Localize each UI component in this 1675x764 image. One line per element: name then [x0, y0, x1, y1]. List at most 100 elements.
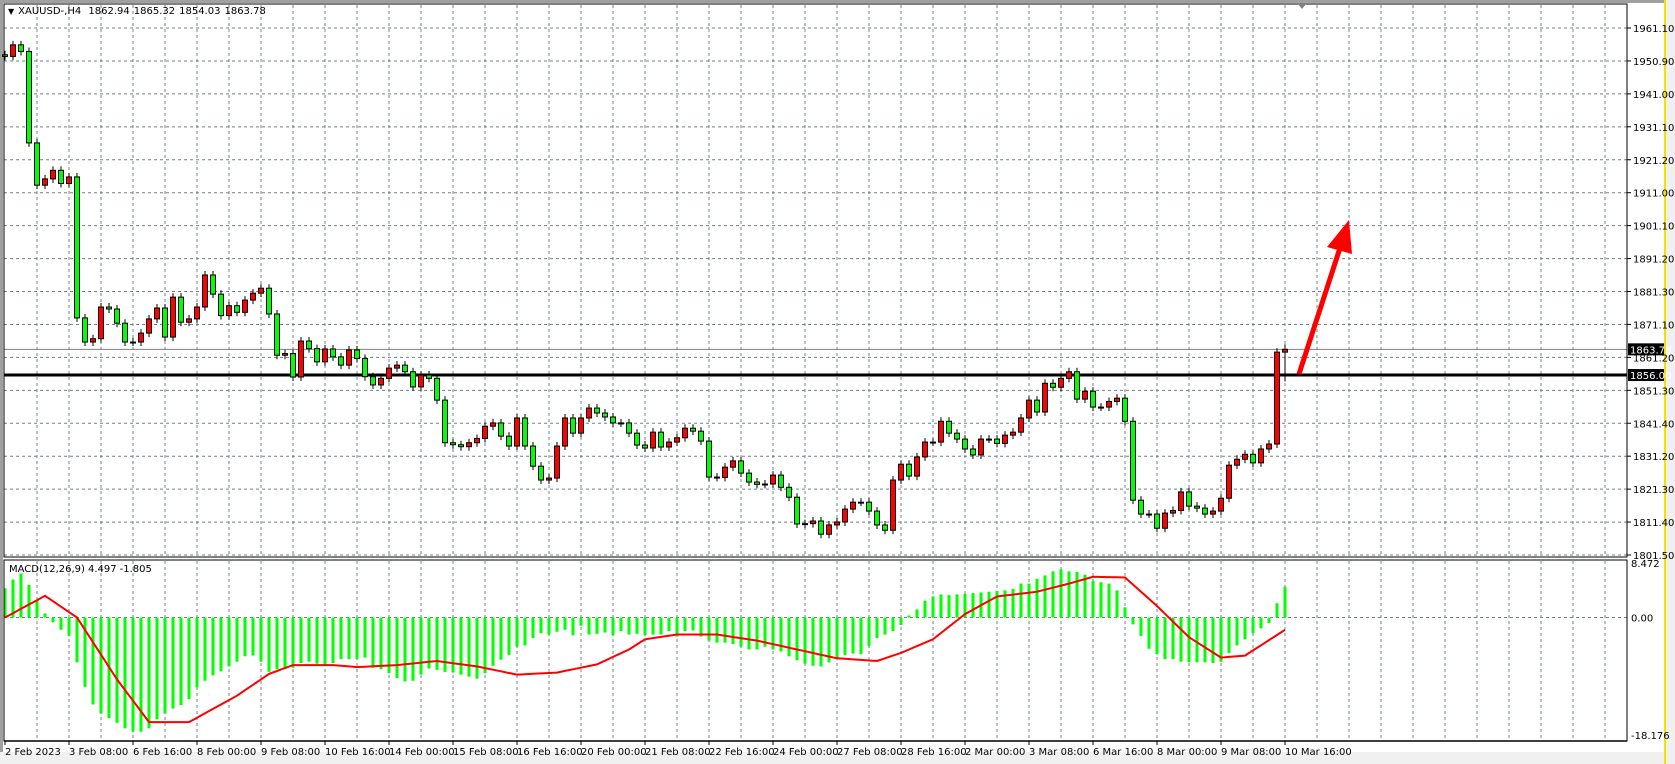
candle-bear — [690, 427, 696, 432]
macd-histogram-bar — [243, 617, 247, 657]
time-tick-label: 28 Feb 16:00 — [901, 747, 967, 758]
macd-histogram-bar — [867, 617, 871, 647]
candle-bull — [482, 425, 488, 439]
candle-bull — [50, 169, 56, 180]
candle-bull — [1162, 512, 1168, 529]
time-tick-label: 8 Feb 00:00 — [197, 747, 256, 758]
macd-histogram-bar — [507, 617, 511, 655]
time-tick-label: 10 Mar 16:00 — [1285, 747, 1352, 758]
macd-histogram-bar — [355, 617, 359, 659]
macd-tick-label: -18.176 — [1631, 731, 1670, 742]
candle-bull — [1282, 348, 1288, 353]
macd-histogram-bar — [659, 617, 663, 635]
macd-histogram-bar — [875, 617, 879, 638]
candle-bull — [546, 477, 552, 481]
macd-histogram-bar — [843, 617, 847, 655]
candle-bull — [1266, 443, 1272, 450]
candle-bull — [242, 299, 248, 313]
macd-histogram-bar — [579, 617, 583, 626]
macd-histogram-bar — [1051, 571, 1055, 618]
macd-histogram-bar — [907, 615, 911, 618]
macd-histogram-bar — [1235, 617, 1239, 646]
ohlc-low: 1854.03 — [179, 6, 221, 17]
candle-bear — [594, 407, 600, 414]
right-splitter[interactable] — [1664, 0, 1666, 764]
red-arrow-annotation[interactable] — [1296, 220, 1352, 375]
candle-bull — [250, 292, 256, 301]
price-tick-label: 1941.00 — [1633, 90, 1674, 101]
candle-bull — [850, 501, 856, 510]
window-right-area — [1666, 0, 1675, 764]
level-price-label-box — [1628, 369, 1664, 382]
price-tick-label: 1821.30 — [1633, 485, 1674, 496]
time-tick-label: 21 Feb 08:00 — [645, 747, 711, 758]
macd-histogram-bar — [131, 617, 135, 732]
candle-bull — [98, 306, 104, 340]
macd-histogram-bar — [347, 617, 351, 659]
macd-histogram-bar — [491, 617, 495, 666]
candle-bear — [754, 481, 760, 485]
dropdown-triangle-icon[interactable]: ▼ — [8, 7, 15, 16]
macd-histogram-bar — [851, 617, 855, 654]
macd-histogram-bar — [955, 594, 959, 618]
candle-bear — [426, 374, 432, 379]
candle-bear — [970, 448, 976, 456]
price-tick-label: 1891.20 — [1633, 255, 1674, 266]
time-tick-label: 24 Feb 00:00 — [773, 747, 839, 758]
macd-histogram-bar — [51, 617, 55, 623]
candle-bull — [1058, 377, 1064, 388]
candle-bear — [74, 176, 80, 319]
candle-bear — [1250, 453, 1256, 464]
candle-bear — [946, 420, 952, 434]
macd-histogram-bar — [779, 617, 783, 652]
candle-bull — [418, 374, 424, 388]
macd-histogram-bar — [323, 617, 327, 666]
price-tick-label: 1831.20 — [1633, 452, 1674, 463]
candle-bull — [578, 417, 584, 434]
candle-bear — [82, 317, 88, 343]
macd-histogram-bar — [731, 617, 735, 645]
candle-bull — [1218, 497, 1224, 512]
candle-bull — [490, 422, 496, 427]
macd-histogram-bar — [1107, 583, 1111, 618]
symbol-timeframe: XAUUSD-,H4 — [18, 6, 82, 17]
candle-bear — [218, 293, 224, 317]
macd-histogram-bar — [739, 617, 743, 647]
candle-bear — [602, 412, 608, 418]
macd-histogram-bar — [539, 617, 543, 634]
candle-bull — [1042, 382, 1048, 413]
macd-histogram-bar — [443, 617, 447, 672]
macd-histogram-bar — [43, 613, 47, 618]
candle-bear — [314, 348, 320, 363]
macd-histogram-bar — [891, 617, 895, 632]
macd-histogram-bar — [115, 617, 119, 723]
candle-bull — [1026, 399, 1032, 419]
macd-histogram-bar — [611, 617, 615, 636]
macd-histogram-bar — [219, 617, 223, 672]
price-axis[interactable]: 1961.10 1950.90 1941.00 1931.10 1921.20 1911.… — [1627, 24, 1674, 562]
candle-bear — [1050, 382, 1056, 388]
macd-histogram-bar — [251, 617, 255, 656]
price-tick-label: 1901.10 — [1633, 222, 1674, 233]
price-tick-label: 1811.40 — [1633, 518, 1674, 529]
time-axis[interactable]: 2 Feb 2023 3 Feb 08:00 6 Feb 16:00 8 Feb 00… — [4, 741, 1352, 758]
macd-histogram-bar — [459, 617, 463, 675]
macd-histogram-bar — [483, 617, 487, 674]
price-tick-label: 1871.10 — [1633, 320, 1674, 331]
macd-histogram-bar — [587, 617, 591, 635]
candle-bull — [1274, 351, 1280, 445]
macd-histogram-bar — [859, 617, 863, 655]
candle-bear — [106, 306, 112, 310]
candle-bull — [298, 340, 304, 378]
price-tick-label: 1881.30 — [1633, 288, 1674, 299]
macd-histogram-bar — [123, 617, 127, 729]
chart-shift-marker-icon[interactable] — [1298, 4, 1306, 9]
price-tick-label: 1851.30 — [1633, 386, 1674, 397]
candle-bear — [698, 430, 704, 442]
candle-bull — [898, 463, 904, 481]
candle-bear — [370, 376, 376, 386]
candle-bull — [562, 417, 568, 447]
candle-bear — [778, 474, 784, 488]
macd-histogram-bar — [371, 617, 375, 668]
